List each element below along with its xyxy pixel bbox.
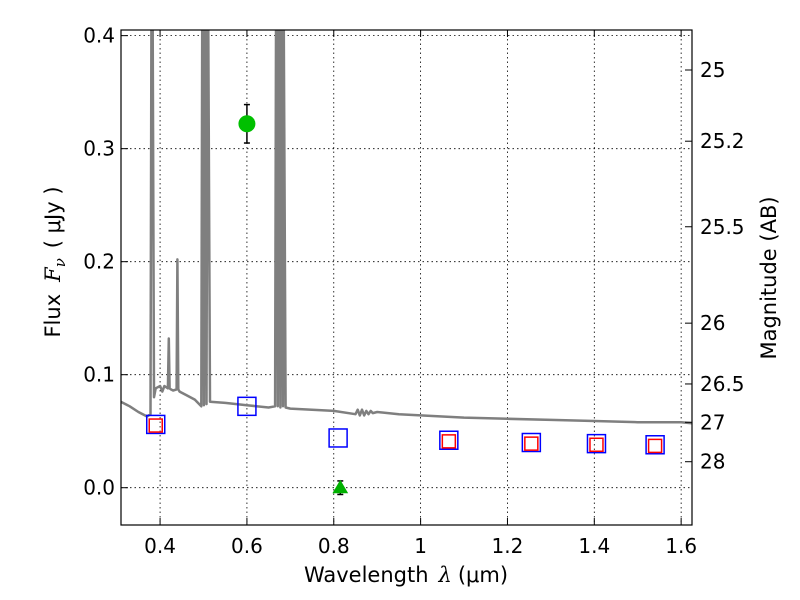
observed-photometry-point [148, 418, 163, 433]
ticks: 0.4 0.6 0.8 1 1.2 1.4 1.6 0.0 0.1 0.2 0.3 0.4 25 25.2… [83, 24, 744, 558]
model-photometry-point [237, 396, 257, 417]
observed-photometry-point [647, 438, 663, 454]
x-tick-label: 1.2 [492, 534, 524, 558]
model-photometry-point [145, 414, 166, 435]
y2-tick-label: 25.2 [700, 129, 745, 153]
observed-photometry-point [589, 437, 604, 453]
y-axis-label-text: Flux [41, 294, 65, 338]
axes-frame [120, 29, 693, 526]
y2-tick-label: 26 [700, 311, 725, 335]
y-tick-label: 0.0 [83, 476, 115, 500]
x-axis-label-text: Wavelength [304, 563, 429, 587]
model-photometry-point [328, 428, 348, 448]
model-photometry-point [586, 433, 607, 454]
x-tick-label: 1 [414, 534, 427, 558]
upper-limit-point [332, 479, 349, 494]
observed-photometry-point [524, 436, 539, 451]
grid [121, 30, 692, 525]
y-tick-label: 0.4 [83, 24, 115, 48]
x-tick-label: 0.8 [318, 534, 350, 558]
y2-axis-label: Magnitude (AB) [757, 196, 781, 359]
x-tick-label: 1.4 [578, 534, 610, 558]
x-tick-label: 1.6 [665, 534, 697, 558]
observed-photometry-point [441, 434, 457, 449]
x-tick-label: 0.4 [144, 534, 176, 558]
y2-tick-label: 25.5 [700, 215, 745, 239]
x-axis-label-unit: (μm) [458, 563, 508, 587]
y-axis-label: Flux Fν ( μJy ) [41, 186, 69, 337]
y-axis-label-unit: ( μJy ) [41, 186, 65, 248]
model-photometry-point [645, 435, 665, 455]
x-tick-label: 0.6 [231, 534, 263, 558]
y2-tick-label: 26.5 [700, 372, 745, 396]
y2-tick-label: 27 [700, 410, 725, 434]
y-tick-label: 0.1 [83, 363, 115, 387]
x-axis-label-symbol: λ [438, 563, 452, 587]
model-photometry-point [521, 432, 542, 453]
y2-tick-label: 28 [700, 450, 725, 474]
plot-area [121, 30, 692, 496]
y-axis-label-symbol: F [41, 266, 65, 283]
y-tick-label: 0.2 [83, 250, 115, 274]
y-tick-label: 0.3 [83, 137, 115, 161]
spectrum-line [121, 30, 692, 425]
x-axis-label: Wavelength λ (μm) [304, 563, 508, 587]
y-axis-label-subscript: ν [51, 258, 69, 267]
detection-point [238, 115, 256, 133]
model-photometry-point [439, 430, 459, 450]
y2-tick-label: 25 [700, 58, 725, 82]
